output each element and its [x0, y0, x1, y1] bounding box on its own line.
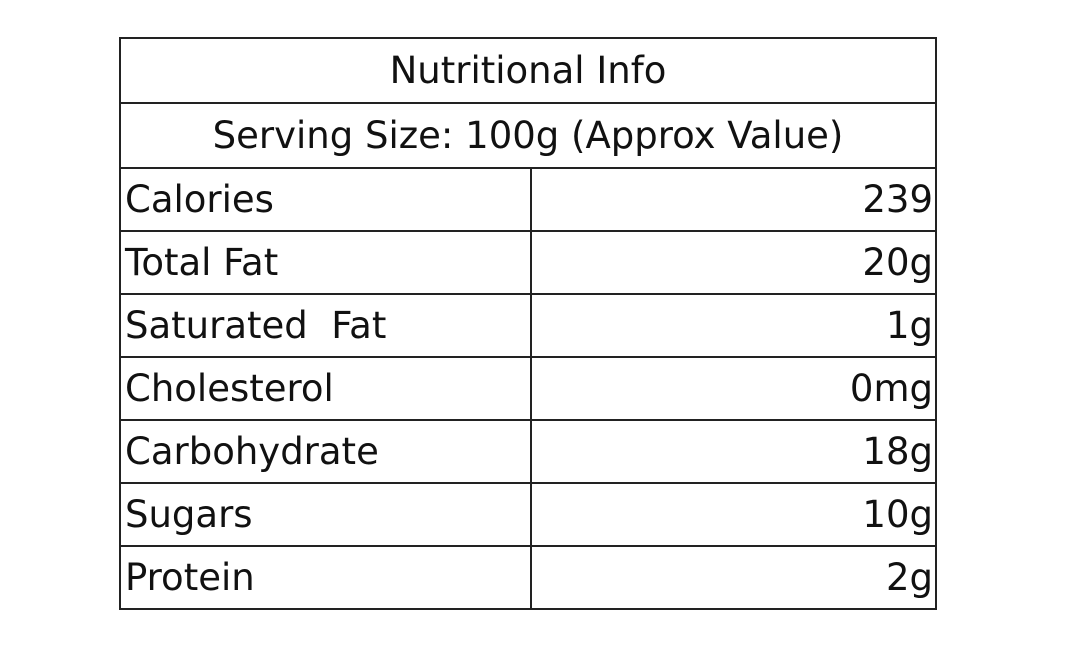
serving-size: Serving Size: 100g (Approx Value)	[119, 102, 937, 169]
nutrient-name: Saturated Fat	[119, 293, 532, 358]
nutrient-row: Sugars 10g	[119, 482, 937, 547]
nutrient-row: Total Fat 20g	[119, 230, 937, 295]
table-title: Nutritional Info	[119, 37, 937, 104]
nutrition-table: Nutritional Info Serving Size: 100g (App…	[119, 37, 937, 610]
nutrient-value: 10g	[530, 482, 937, 547]
nutrient-value: 1g	[530, 293, 937, 358]
nutrient-row: Calories 239	[119, 167, 937, 232]
nutrient-value: 2g	[530, 545, 937, 610]
nutrient-value: 20g	[530, 230, 937, 295]
nutrient-name: Protein	[119, 545, 532, 610]
nutrient-name: Cholesterol	[119, 356, 532, 421]
nutrient-name: Carbohydrate	[119, 419, 532, 484]
nutrient-row: Protein 2g	[119, 545, 937, 610]
nutrient-row: Carbohydrate 18g	[119, 419, 937, 484]
nutrient-value: 0mg	[530, 356, 937, 421]
nutrient-name: Total Fat	[119, 230, 532, 295]
nutrient-row: Saturated Fat 1g	[119, 293, 937, 358]
nutrient-value: 18g	[530, 419, 937, 484]
nutrient-name: Calories	[119, 167, 532, 232]
nutrient-row: Cholesterol 0mg	[119, 356, 937, 421]
subtitle-row: Serving Size: 100g (Approx Value)	[119, 102, 937, 169]
nutrient-name: Sugars	[119, 482, 532, 547]
nutrient-value: 239	[530, 167, 937, 232]
title-row: Nutritional Info	[119, 37, 937, 104]
